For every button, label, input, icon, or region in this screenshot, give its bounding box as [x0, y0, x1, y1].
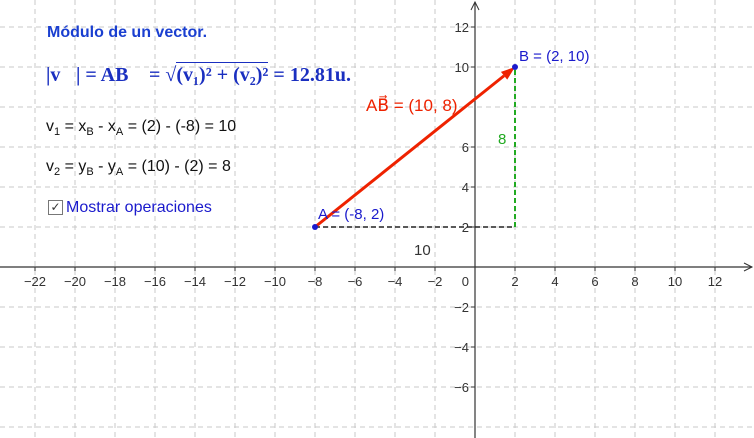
x-tick-label: −16 [144, 274, 166, 289]
v1-operation: v1 = xB - xA = (2) - (-8) = 10 [46, 118, 237, 139]
y-tick-label: 10 [455, 60, 469, 75]
checkbox-check-icon[interactable]: ✓ [48, 200, 63, 215]
formula-result: = 12.81u. [268, 64, 351, 86]
x-tick-label: −4 [388, 274, 403, 289]
page-title: Módulo de un vector. [47, 24, 208, 41]
point-a-label: A = (-8, 2) [318, 206, 385, 223]
y-tick-label: −6 [454, 380, 469, 395]
x-tick-label: −6 [348, 274, 363, 289]
vector-arrowhead-icon [500, 67, 515, 80]
x-tick-label: −2 [428, 274, 443, 289]
x-axis-arrow-icon [743, 262, 754, 272]
y-tick-label: −2 [454, 300, 469, 315]
origin-label: 0 [462, 274, 469, 289]
x-tick-label: 12 [708, 274, 722, 289]
dy-label: 8 [498, 131, 507, 148]
x-tick-label: −8 [308, 274, 323, 289]
y-tick-label: −4 [454, 340, 469, 355]
point-a [312, 224, 318, 230]
checkbox-label: Mostrar operaciones [66, 199, 212, 216]
x-tick-label: −14 [184, 274, 206, 289]
x-tick-label: 6 [591, 274, 598, 289]
vector-ab [314, 74, 506, 229]
x-tick-label: 4 [551, 274, 558, 289]
x-tick-label: −18 [104, 274, 126, 289]
y-tick-label: 4 [462, 180, 469, 195]
formula-radicand: (v₁)² + (v₂)² [176, 62, 269, 86]
sqrt-sign: √ [165, 64, 177, 86]
x-tick-label: −22 [24, 274, 46, 289]
x-tick-label: 2 [511, 274, 518, 289]
x-tick-label: −12 [224, 274, 246, 289]
y-tick-label: 6 [462, 140, 469, 155]
dx-label: 10 [414, 242, 431, 259]
show-operations-checkbox[interactable]: ✓ Mostrar operaciones [48, 198, 212, 217]
y-axis-arrow-icon [470, 0, 480, 11]
y-tick-label: 2 [462, 220, 469, 235]
vector-label: AB⃗ = (10, 8) [366, 96, 458, 115]
point-b-label: B = (2, 10) [519, 48, 590, 65]
magnitude-formula: |v⃗| = AB⃗ = √(v₁)² + (v₂)² = 12.81u. [46, 62, 351, 88]
x-tick-label: −20 [64, 274, 86, 289]
point-b [512, 64, 518, 70]
formula-lhs: |v⃗| = AB⃗ = [46, 64, 166, 86]
y-tick-label: 12 [455, 20, 469, 35]
x-tick-label: 8 [631, 274, 638, 289]
x-tick-label: 10 [668, 274, 682, 289]
v2-operation: v2 = yB - yA = (10) - (2) = 8 [46, 158, 231, 179]
x-tick-label: −10 [264, 274, 286, 289]
